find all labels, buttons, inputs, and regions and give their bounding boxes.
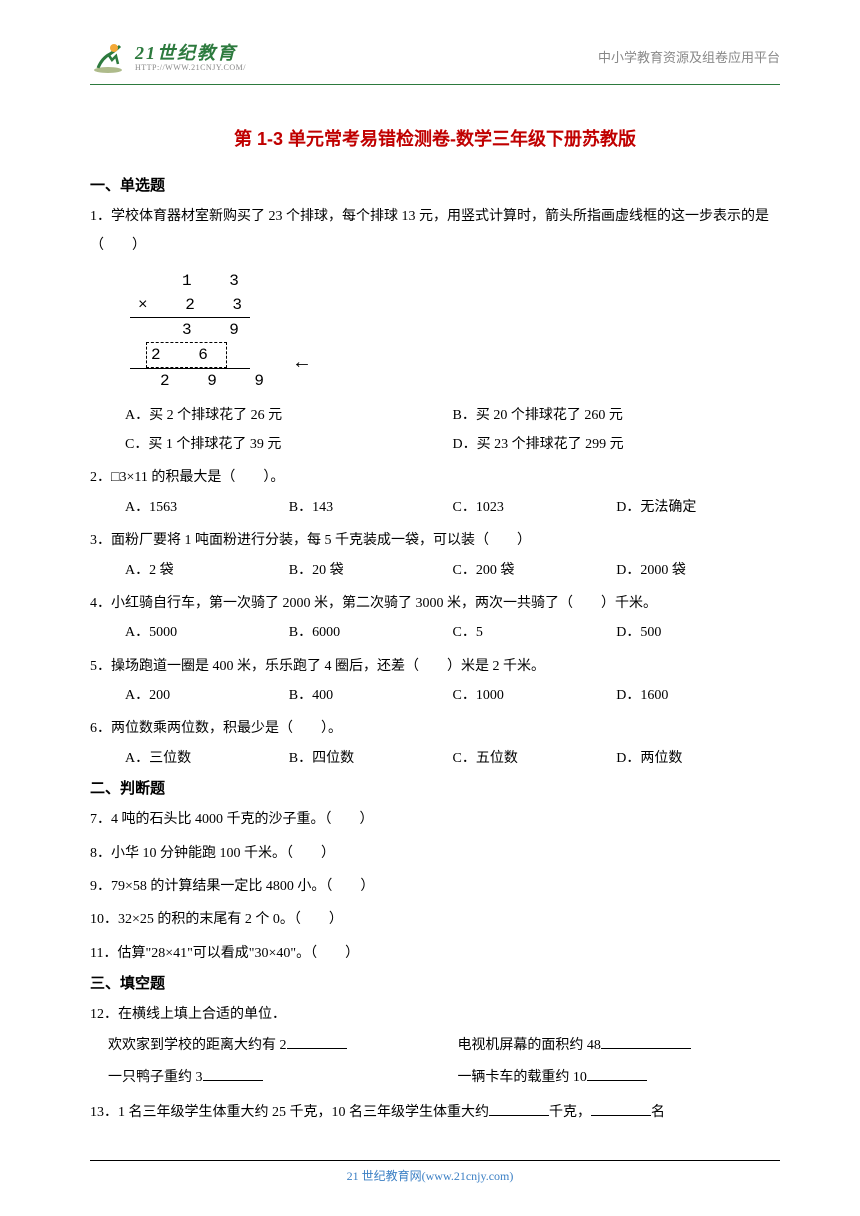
- q5-opt-a: A．200: [125, 681, 289, 710]
- question-2: 2．□3×11 的积最大是（ ）。 A．1563 B．143 C．1023 D．…: [90, 463, 780, 522]
- question-9: 9．79×58 的计算结果一定比 4800 小。（ ）: [90, 872, 780, 901]
- q4-opt-b: B．6000: [289, 618, 453, 647]
- q5-opt-d: D．1600: [616, 681, 780, 710]
- logo-cn: 21世纪教育: [135, 44, 246, 64]
- blank: [591, 1100, 651, 1116]
- q12-i4-pre: 一辆卡车的载重约 10: [457, 1070, 587, 1085]
- question-8: 8．小华 10 分钟能跑 100 千米。（ ）: [90, 839, 780, 868]
- calc-r5: 2 9 9: [130, 369, 280, 393]
- q5-opt-b: B．400: [289, 681, 453, 710]
- question-7: 7．4 吨的石头比 4000 千克的沙子重。（ ）: [90, 805, 780, 834]
- question-11: 11．估算"28×41"可以看成"30×40"。（ ）: [90, 939, 780, 968]
- q12-item2: 电视机屏幕的面积约 48: [457, 1030, 691, 1062]
- q13-suf: 名: [651, 1105, 665, 1120]
- q4-text: 4．小红骑自行车，第一次骑了 2000 米，第二次骑了 3000 米，两次一共骑…: [90, 589, 780, 618]
- q12-line2: 一只鸭子重约 3 一辆卡车的载重约 10: [90, 1062, 780, 1094]
- q4-opt-c: C．5: [453, 618, 617, 647]
- q2-options: A．1563 B．143 C．1023 D．无法确定: [90, 493, 780, 522]
- q5-opt-c: C．1000: [453, 681, 617, 710]
- blank: [287, 1033, 347, 1049]
- section3-heading: 三、填空题: [90, 972, 780, 996]
- q2-opt-b: B．143: [289, 493, 453, 522]
- question-4: 4．小红骑自行车，第一次骑了 2000 米，第二次骑了 3000 米，两次一共骑…: [90, 589, 780, 648]
- q4-opt-a: A．5000: [125, 618, 289, 647]
- footer-divider: [90, 1160, 780, 1161]
- question-6: 6．两位数乘两位数，积最少是（ ）。 A．三位数 B．四位数 C．五位数 D．两…: [90, 714, 780, 773]
- question-13: 13．1 名三年级学生体重大约 25 千克，10 名三年级学生体重大约 千克， 名: [90, 1098, 780, 1127]
- blank: [489, 1100, 549, 1116]
- calc-r3: 3 9: [130, 318, 280, 342]
- section2-heading: 二、判断题: [90, 777, 780, 801]
- dashed-box: 2 6: [146, 342, 227, 368]
- q4-opt-d: D．500: [616, 618, 780, 647]
- header-right-text: 中小学教育资源及组卷应用平台: [598, 48, 780, 69]
- question-12: 12．在横线上填上合适的单位． 欢欢家到学校的距离大约有 2 电视机屏幕的面积约…: [90, 1000, 780, 1094]
- page-title: 第 1-3 单元常考易错检测卷-数学三年级下册苏教版: [90, 125, 780, 154]
- q1-opt-b: B．买 20 个排球花了 260 元: [453, 401, 781, 430]
- q6-text: 6．两位数乘两位数，积最少是（ ）。: [90, 714, 780, 743]
- q12-text: 12．在横线上填上合适的单位．: [90, 1000, 780, 1029]
- logo-en: HTTP://WWW.21CNJY.COM/: [135, 64, 246, 73]
- q2-opt-d: D．无法确定: [616, 493, 780, 522]
- q13-mid: 千克，: [549, 1105, 591, 1120]
- q1-calculation: 1 3 × 2 3 3 9 2 6 2 9 9 ←: [130, 269, 280, 393]
- q1-options: A．买 2 个排球花了 26 元 B．买 20 个排球花了 260 元 C．买 …: [90, 401, 780, 460]
- q12-item3: 一只鸭子重约 3: [108, 1062, 457, 1094]
- logo-text: 21世纪教育 HTTP://WWW.21CNJY.COM/: [135, 44, 246, 73]
- q6-opt-b: B．四位数: [289, 744, 453, 773]
- q12-item4: 一辆卡车的载重约 10: [457, 1062, 647, 1094]
- q1-opt-a: A．买 2 个排球花了 26 元: [125, 401, 453, 430]
- q3-opt-d: D．2000 袋: [616, 556, 780, 585]
- q5-options: A．200 B．400 C．1000 D．1600: [90, 681, 780, 710]
- q6-opt-c: C．五位数: [453, 744, 617, 773]
- q3-opt-c: C．200 袋: [453, 556, 617, 585]
- q2-opt-c: C．1023: [453, 493, 617, 522]
- blank: [587, 1065, 647, 1081]
- page-footer: 21 世纪教育网(www.21cnjy.com): [0, 1160, 860, 1186]
- logo-icon: [90, 40, 130, 76]
- q2-opt-a: A．1563: [125, 493, 289, 522]
- q1-opt-c: C．买 1 个排球花了 39 元: [125, 430, 453, 459]
- logo-area: 21世纪教育 HTTP://WWW.21CNJY.COM/: [90, 40, 246, 76]
- q12-i3-pre: 一只鸭子重约 3: [108, 1070, 203, 1085]
- q6-opt-a: A．三位数: [125, 744, 289, 773]
- q5-text: 5．操场跑道一圈是 400 米，乐乐跑了 4 圈后，还差（ ）米是 2 千米。: [90, 652, 780, 681]
- q6-opt-d: D．两位数: [616, 744, 780, 773]
- question-10: 10．32×25 的积的末尾有 2 个 0。（ ）: [90, 905, 780, 934]
- calc-r4: 2 6: [130, 342, 280, 368]
- question-3: 3．面粉厂要将 1 吨面粉进行分装，每 5 千克装成一袋，可以装（ ） A．2 …: [90, 526, 780, 585]
- q3-options: A．2 袋 B．20 袋 C．200 袋 D．2000 袋: [90, 556, 780, 585]
- footer-text: 21 世纪教育网(www.21cnjy.com): [0, 1167, 860, 1186]
- page-header: 21世纪教育 HTTP://WWW.21CNJY.COM/ 中小学教育资源及组卷…: [90, 40, 780, 76]
- section1-heading: 一、单选题: [90, 174, 780, 198]
- q13-pre: 13．1 名三年级学生体重大约 25 千克，10 名三年级学生体重大约: [90, 1105, 489, 1120]
- calc-r2: × 2 3: [130, 293, 280, 317]
- q1-opt-d: D．买 23 个排球花了 299 元: [453, 430, 781, 459]
- header-divider: [90, 84, 780, 85]
- q3-opt-a: A．2 袋: [125, 556, 289, 585]
- q12-item1: 欢欢家到学校的距离大约有 2: [108, 1030, 457, 1062]
- blank: [601, 1033, 691, 1049]
- q4-options: A．5000 B．6000 C．5 D．500: [90, 618, 780, 647]
- arrow-icon: ←: [296, 349, 308, 379]
- q12-line1: 欢欢家到学校的距离大约有 2 电视机屏幕的面积约 48: [90, 1030, 780, 1062]
- q6-options: A．三位数 B．四位数 C．五位数 D．两位数: [90, 744, 780, 773]
- q3-text: 3．面粉厂要将 1 吨面粉进行分装，每 5 千克装成一袋，可以装（ ）: [90, 526, 780, 555]
- q1-text: 1．学校体育器材室新购买了 23 个排球，每个排球 13 元，用竖式计算时，箭头…: [90, 202, 780, 261]
- blank: [203, 1065, 263, 1081]
- calc-r1: 1 3: [130, 269, 280, 293]
- q2-text: 2．□3×11 的积最大是（ ）。: [90, 463, 780, 492]
- q3-opt-b: B．20 袋: [289, 556, 453, 585]
- question-1: 1．学校体育器材室新购买了 23 个排球，每个排球 13 元，用竖式计算时，箭头…: [90, 202, 780, 460]
- question-5: 5．操场跑道一圈是 400 米，乐乐跑了 4 圈后，还差（ ）米是 2 千米。 …: [90, 652, 780, 711]
- q12-i2-pre: 电视机屏幕的面积约 48: [457, 1038, 601, 1053]
- q12-i1-pre: 欢欢家到学校的距离大约有 2: [108, 1038, 287, 1053]
